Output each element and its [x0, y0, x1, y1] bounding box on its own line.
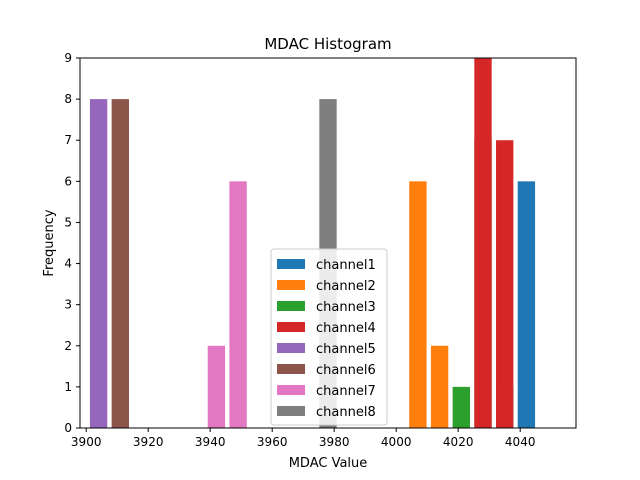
- legend-label-channel5: channel5: [316, 342, 376, 357]
- bar-channel4: [474, 58, 492, 428]
- legend-swatch-channel8: [277, 406, 305, 416]
- legend-label-channel8: channel8: [316, 405, 376, 420]
- x-tick-label: 3960: [257, 435, 288, 449]
- legend-swatch-channel7: [277, 385, 305, 395]
- legend-swatch-channel6: [277, 364, 305, 374]
- x-axis-label: MDAC Value: [289, 456, 368, 471]
- legend-label-channel2: channel2: [316, 279, 376, 294]
- x-axis-ticks: 3900 3920 3940 3960 3980 4000 4020 4040: [71, 428, 536, 449]
- bars-group: [89, 58, 536, 428]
- plot-frame: [79, 57, 577, 429]
- bar-channel6: [111, 99, 129, 428]
- bar-channel4: [496, 140, 514, 428]
- legend-label-channel6: channel6: [316, 363, 376, 378]
- legend-swatch-channel3: [277, 301, 305, 311]
- chart-title: MDAC Histogram: [264, 35, 391, 53]
- y-tick-label: 8: [64, 92, 72, 106]
- x-tick-label: 3900: [71, 435, 102, 449]
- x-tick-label: 3920: [133, 435, 164, 449]
- legend-swatch-channel5: [277, 343, 305, 353]
- legend-label-channel3: channel3: [316, 300, 376, 315]
- legend-label-channel1: channel1: [316, 258, 376, 273]
- legend-label-channel7: channel7: [316, 384, 376, 399]
- bar-channel3: [452, 386, 470, 428]
- y-tick-label: 4: [64, 257, 72, 271]
- y-axis-ticks: 0 1 2 3 4 5 6 7 8 9: [64, 51, 80, 435]
- x-tick-label: 4040: [505, 435, 536, 449]
- bar-channel7: [229, 181, 247, 428]
- x-tick-label: 4020: [443, 435, 474, 449]
- y-axis-label: Frequency: [42, 209, 57, 276]
- legend-swatch-channel1: [277, 259, 305, 269]
- bar-channel1: [517, 181, 536, 428]
- x-tick-label: 3940: [195, 435, 226, 449]
- legend-swatch-channel4: [277, 322, 305, 332]
- legend-label-channel4: channel4: [316, 321, 376, 336]
- bar-channel7: [207, 345, 226, 428]
- y-tick-label: 5: [64, 215, 72, 229]
- legend: channel1 channel2 channel3 channel4 channel5…: [270, 248, 388, 426]
- y-tick-label: 6: [64, 174, 72, 188]
- y-tick-label: 2: [64, 339, 72, 353]
- x-tick-label: 3980: [319, 435, 350, 449]
- bar-channel5: [89, 99, 108, 428]
- y-tick-label: 9: [64, 51, 72, 65]
- y-tick-label: 0: [64, 421, 72, 435]
- bar-channel2: [409, 181, 427, 428]
- y-tick-label: 3: [64, 298, 72, 312]
- x-tick-label: 4000: [381, 435, 412, 449]
- bar-channel2: [430, 345, 449, 428]
- y-tick-label: 1: [64, 380, 72, 394]
- legend-swatch-channel2: [277, 280, 305, 290]
- y-tick-label: 7: [64, 133, 72, 147]
- legend-box: [270, 248, 388, 426]
